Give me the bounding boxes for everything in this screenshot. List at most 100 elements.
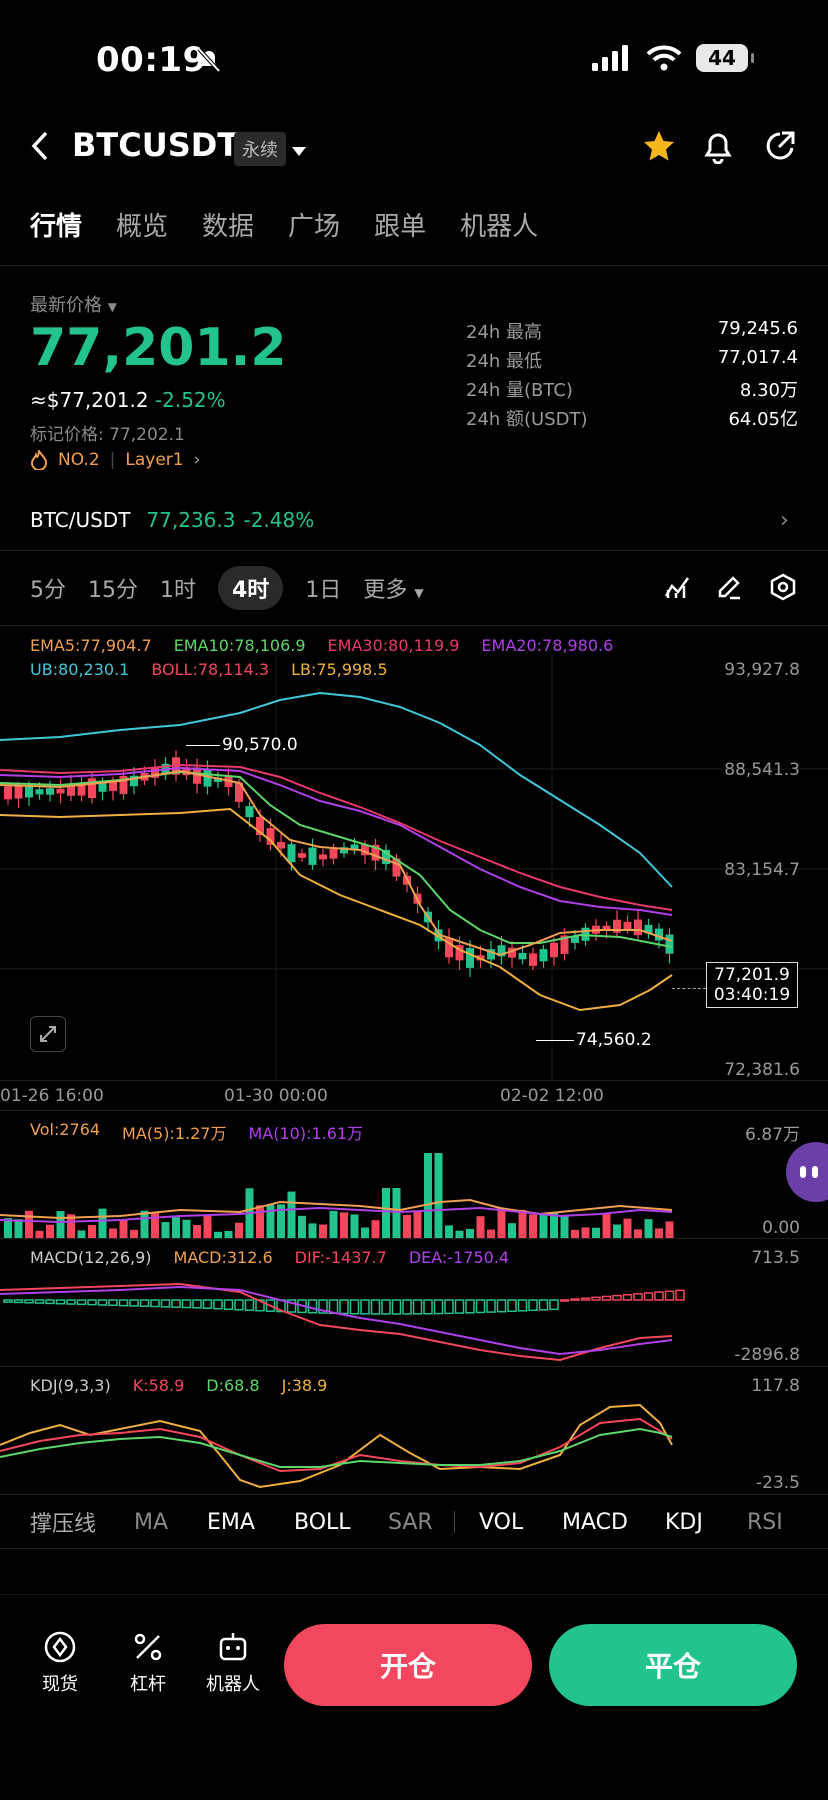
interval-1h[interactable]: 1时 (160, 578, 196, 603)
chevron-down-icon[interactable] (292, 142, 306, 161)
interval-5m[interactable]: 5分 (30, 578, 66, 603)
interval-more[interactable]: 更多 ▼ (363, 578, 424, 603)
candle-body (602, 925, 611, 931)
close-position-button[interactable]: 平仓 (549, 1624, 797, 1706)
legend-macd: MACD:312.6 (173, 1248, 273, 1267)
spot-button[interactable]: 现货 (42, 1630, 78, 1696)
candle-body (161, 763, 170, 773)
legend-ema5: EMA5:77,904.7 (30, 636, 152, 655)
assistant-bubble-icon[interactable] (786, 1142, 828, 1202)
leverage-button[interactable]: 杠杆 (130, 1630, 166, 1696)
volume-bar (424, 1153, 432, 1238)
settings-icon[interactable] (769, 573, 797, 605)
stat-value: 77,017.4 (717, 347, 798, 368)
main-legend-row-2: UB:80,230.1 BOLL:78,114.3 LB:75,998.5 (30, 660, 388, 679)
latest-price-label[interactable]: 最新价格 ▼ (30, 295, 117, 316)
interval-1d[interactable]: 1日 (305, 578, 342, 603)
interval-15m[interactable]: 15分 (88, 578, 138, 603)
symbol-title[interactable]: BTCUSDT (72, 126, 240, 164)
contract-type-badge: 永续 (234, 132, 286, 166)
volume-axis-label: 6.87万 (745, 1125, 800, 1145)
legend-ema10: EMA10:78,106.9 (173, 636, 306, 655)
tab-copy-trade[interactable]: 跟单 (374, 212, 427, 242)
indicator-rsi[interactable]: RSI (747, 1509, 783, 1535)
legend-dif: DIF:-1437.7 (294, 1248, 387, 1267)
volume-bar (350, 1214, 359, 1238)
tab-market[interactable]: 行情 (30, 212, 83, 242)
candle-body (497, 945, 506, 957)
volume-bar (361, 1227, 369, 1238)
volume-bar (256, 1205, 264, 1238)
open-position-button[interactable]: 开仓 (284, 1624, 532, 1706)
macd-bar (591, 1296, 601, 1301)
macd-bar (45, 1299, 55, 1305)
divider (0, 1366, 828, 1367)
candle-body (581, 927, 590, 941)
indicator-kdj[interactable]: KDJ (665, 1509, 703, 1535)
candlestick-chart[interactable] (0, 625, 828, 1080)
indicator-icon[interactable] (664, 574, 690, 604)
candle-body (340, 847, 348, 854)
rank-row[interactable]: NO.2 | Layer1 › (30, 450, 200, 470)
candle-body (487, 949, 495, 960)
tab-overview[interactable]: 概览 (116, 212, 169, 242)
macd-bar (286, 1299, 297, 1313)
share-icon[interactable] (764, 130, 796, 166)
tab-data[interactable]: 数据 (202, 212, 255, 242)
bell-icon[interactable] (702, 130, 734, 168)
interval-selector: 5分 15分 1时 4时 1日 更多 ▼ (30, 566, 424, 610)
candle-body (130, 775, 138, 787)
volume-bar (119, 1220, 128, 1238)
volume-bar (592, 1227, 600, 1238)
indicator-ma[interactable]: MA (134, 1509, 169, 1535)
chevron-right-icon[interactable]: › (780, 508, 789, 533)
fullscreen-icon[interactable] (30, 1016, 66, 1052)
indicator-macd[interactable]: MACD (562, 1509, 628, 1535)
price-axis-label: 93,927.8 (724, 660, 800, 680)
macd-bar (13, 1299, 24, 1304)
indicator-support-resistance[interactable]: 撑压线 (30, 1512, 97, 1537)
candle-body (277, 842, 285, 849)
indicator-sar[interactable]: SAR (388, 1509, 433, 1535)
robot-button[interactable]: 机器人 (206, 1630, 260, 1696)
back-icon[interactable] (30, 130, 50, 166)
star-icon[interactable] (642, 130, 676, 166)
candle-body (182, 767, 191, 776)
indicator-boll[interactable]: BOLL (294, 1509, 351, 1535)
indicator-ema[interactable]: EMA (207, 1509, 255, 1535)
volume-bar (487, 1229, 495, 1238)
candle-body (634, 919, 642, 936)
tab-robot[interactable]: 机器人 (460, 212, 539, 242)
price-axis-label: 83,154.7 (724, 860, 800, 880)
legend-k: K:58.9 (132, 1376, 185, 1395)
indicator-vol[interactable]: VOL (479, 1509, 524, 1535)
draw-icon[interactable] (716, 574, 742, 604)
macd-bar (507, 1299, 517, 1313)
volume-bar (46, 1224, 54, 1238)
volume-bar (214, 1231, 222, 1238)
interval-4h[interactable]: 4时 (218, 566, 284, 610)
spot-change: -2.48% (243, 508, 315, 532)
macd-bar (412, 1299, 423, 1315)
spot-pair-row[interactable]: BTC/USDT 77,236.3 -2.48% (30, 508, 314, 532)
candle-body (350, 844, 359, 850)
candle-body (256, 817, 264, 835)
candle-body (508, 947, 516, 958)
macd-bar (55, 1299, 66, 1305)
legend-vol-ma10: MA(10):1.61万 (248, 1124, 364, 1143)
tab-square[interactable]: 广场 (288, 212, 341, 242)
macd-bar (391, 1299, 402, 1315)
candle-body (529, 953, 537, 966)
volume-bar (434, 1153, 443, 1238)
stat-value: 64.05亿 (728, 409, 798, 430)
volume-bar (497, 1208, 506, 1238)
legend-vol-ma5: MA(5):1.27万 (122, 1124, 227, 1143)
candle-body (371, 844, 380, 861)
candle-body (151, 767, 159, 778)
candle-body (235, 782, 243, 802)
macd-bar (633, 1293, 643, 1301)
macd-axis-label: 713.5 (751, 1248, 800, 1268)
legend-ema30: EMA30:80,119.9 (327, 636, 460, 655)
volume-bar (644, 1219, 653, 1238)
candle-body (382, 849, 390, 865)
